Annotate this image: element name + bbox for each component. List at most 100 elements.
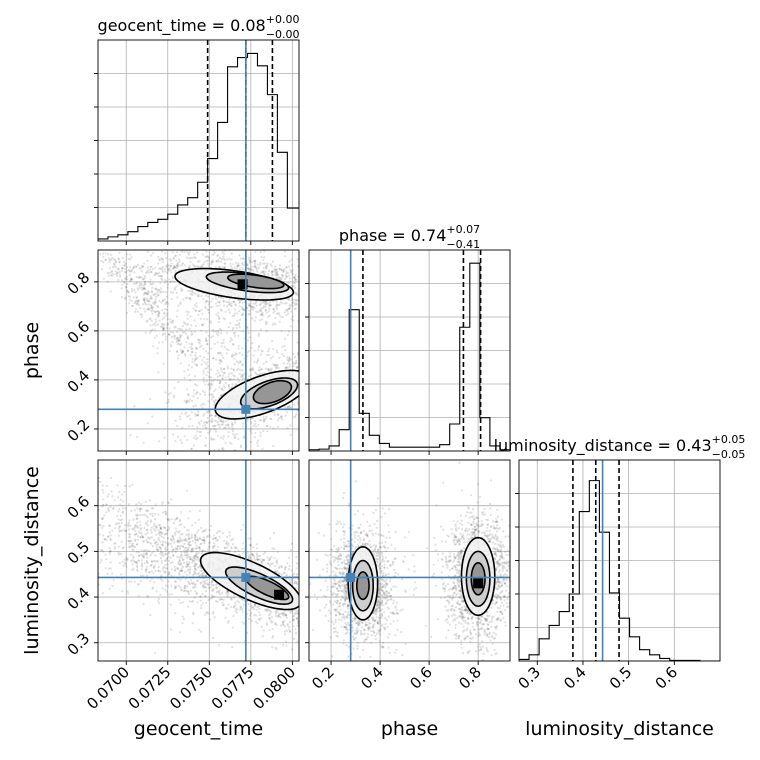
sample-point: [123, 490, 126, 493]
sample-point: [186, 565, 189, 568]
sample-point: [300, 294, 302, 296]
sample-point: [299, 355, 301, 357]
sample-point: [162, 526, 165, 529]
sample-point: [186, 551, 189, 554]
sample-point: [224, 426, 227, 429]
sample-point: [365, 314, 367, 316]
sample-point: [143, 513, 146, 516]
sample-point: [233, 436, 236, 439]
sample-point: [232, 374, 235, 377]
sample-point: [292, 365, 295, 368]
sample-point: [207, 308, 210, 312]
sample-point: [256, 558, 259, 561]
sample-point: [192, 264, 196, 267]
sample-point: [270, 367, 273, 370]
sample-point: [198, 310, 202, 313]
sample-point: [292, 625, 295, 628]
sample-point: [249, 268, 252, 271]
sample-point: [255, 553, 258, 557]
sample-point: [289, 406, 292, 409]
sample-point: [127, 291, 130, 294]
sample-point: [292, 301, 295, 304]
sample-point: [220, 309, 223, 312]
sample-point: [192, 395, 195, 398]
sample-point: [264, 308, 267, 312]
sample-point: [172, 267, 175, 270]
sample-point: [271, 562, 274, 565]
sample-point: [172, 319, 175, 322]
sample-point: [324, 600, 326, 602]
sample-point: [259, 271, 262, 274]
sample-point: [150, 265, 153, 268]
sample-point: [163, 281, 166, 284]
title-main: geocent_time = 0.08: [98, 16, 266, 36]
sample-point: [167, 283, 170, 286]
sample-point: [174, 266, 177, 269]
sample-point: [185, 388, 189, 391]
sample-point: [175, 266, 179, 269]
sample-point: [328, 618, 330, 620]
sample-point: [167, 555, 170, 559]
sample-point: [115, 247, 117, 249]
sample-point: [108, 524, 111, 527]
sample-point: [166, 322, 169, 325]
sample-point: [289, 363, 292, 366]
sample-point: [195, 563, 198, 566]
sample-point: [129, 266, 132, 269]
sample-point: [227, 308, 230, 311]
sample-point: [194, 404, 197, 407]
sample-point: [162, 329, 165, 332]
sample-point: [217, 258, 220, 261]
sample-point: [172, 331, 175, 334]
sample-point: [301, 584, 303, 586]
sample-point: [212, 400, 215, 403]
sample-point: [154, 310, 157, 313]
sample-point: [250, 368, 253, 371]
sample-point: [327, 408, 329, 410]
sample-point: [450, 667, 452, 669]
sample-point: [368, 368, 370, 370]
sample-point: [190, 447, 193, 450]
sample-point: [191, 263, 194, 266]
sample-point: [138, 284, 141, 287]
sample-point: [187, 564, 190, 568]
sample-point: [231, 423, 235, 426]
sample-point: [278, 320, 281, 323]
sample-point: [214, 537, 217, 540]
sample-point: [162, 312, 166, 315]
sample-point: [339, 303, 341, 305]
sample-point: [300, 311, 302, 313]
sample-point: [303, 369, 305, 371]
sample-point: [336, 301, 338, 303]
sample-point: [189, 537, 192, 540]
sample-point: [217, 396, 220, 399]
sample-point: [306, 607, 308, 609]
sample-point: [104, 258, 107, 261]
sample-point: [265, 417, 268, 420]
sample-point: [118, 273, 121, 276]
sample-point: [316, 622, 318, 624]
sample-point: [188, 540, 191, 544]
sample-point: [84, 212, 86, 214]
sample-point: [270, 621, 273, 624]
sample-point: [133, 271, 136, 274]
sample-point: [158, 319, 161, 322]
sample-point: [161, 333, 164, 336]
sample-point: [204, 421, 207, 424]
sample-point: [279, 616, 282, 619]
sample-point: [378, 305, 380, 307]
sample-point: [201, 464, 203, 466]
sample-point: [252, 302, 255, 305]
sample-point: [288, 628, 291, 631]
sample-point: [261, 372, 264, 375]
sample-point: [160, 578, 163, 581]
sample-point: [201, 539, 204, 542]
sample-point: [328, 604, 330, 606]
sample-point: [220, 360, 223, 363]
sample-point: [375, 687, 377, 689]
sample-point: [193, 567, 197, 570]
sample-point: [290, 580, 293, 583]
sample-point: [325, 361, 327, 363]
sample-point: [288, 365, 291, 368]
sample-point: [180, 412, 183, 415]
